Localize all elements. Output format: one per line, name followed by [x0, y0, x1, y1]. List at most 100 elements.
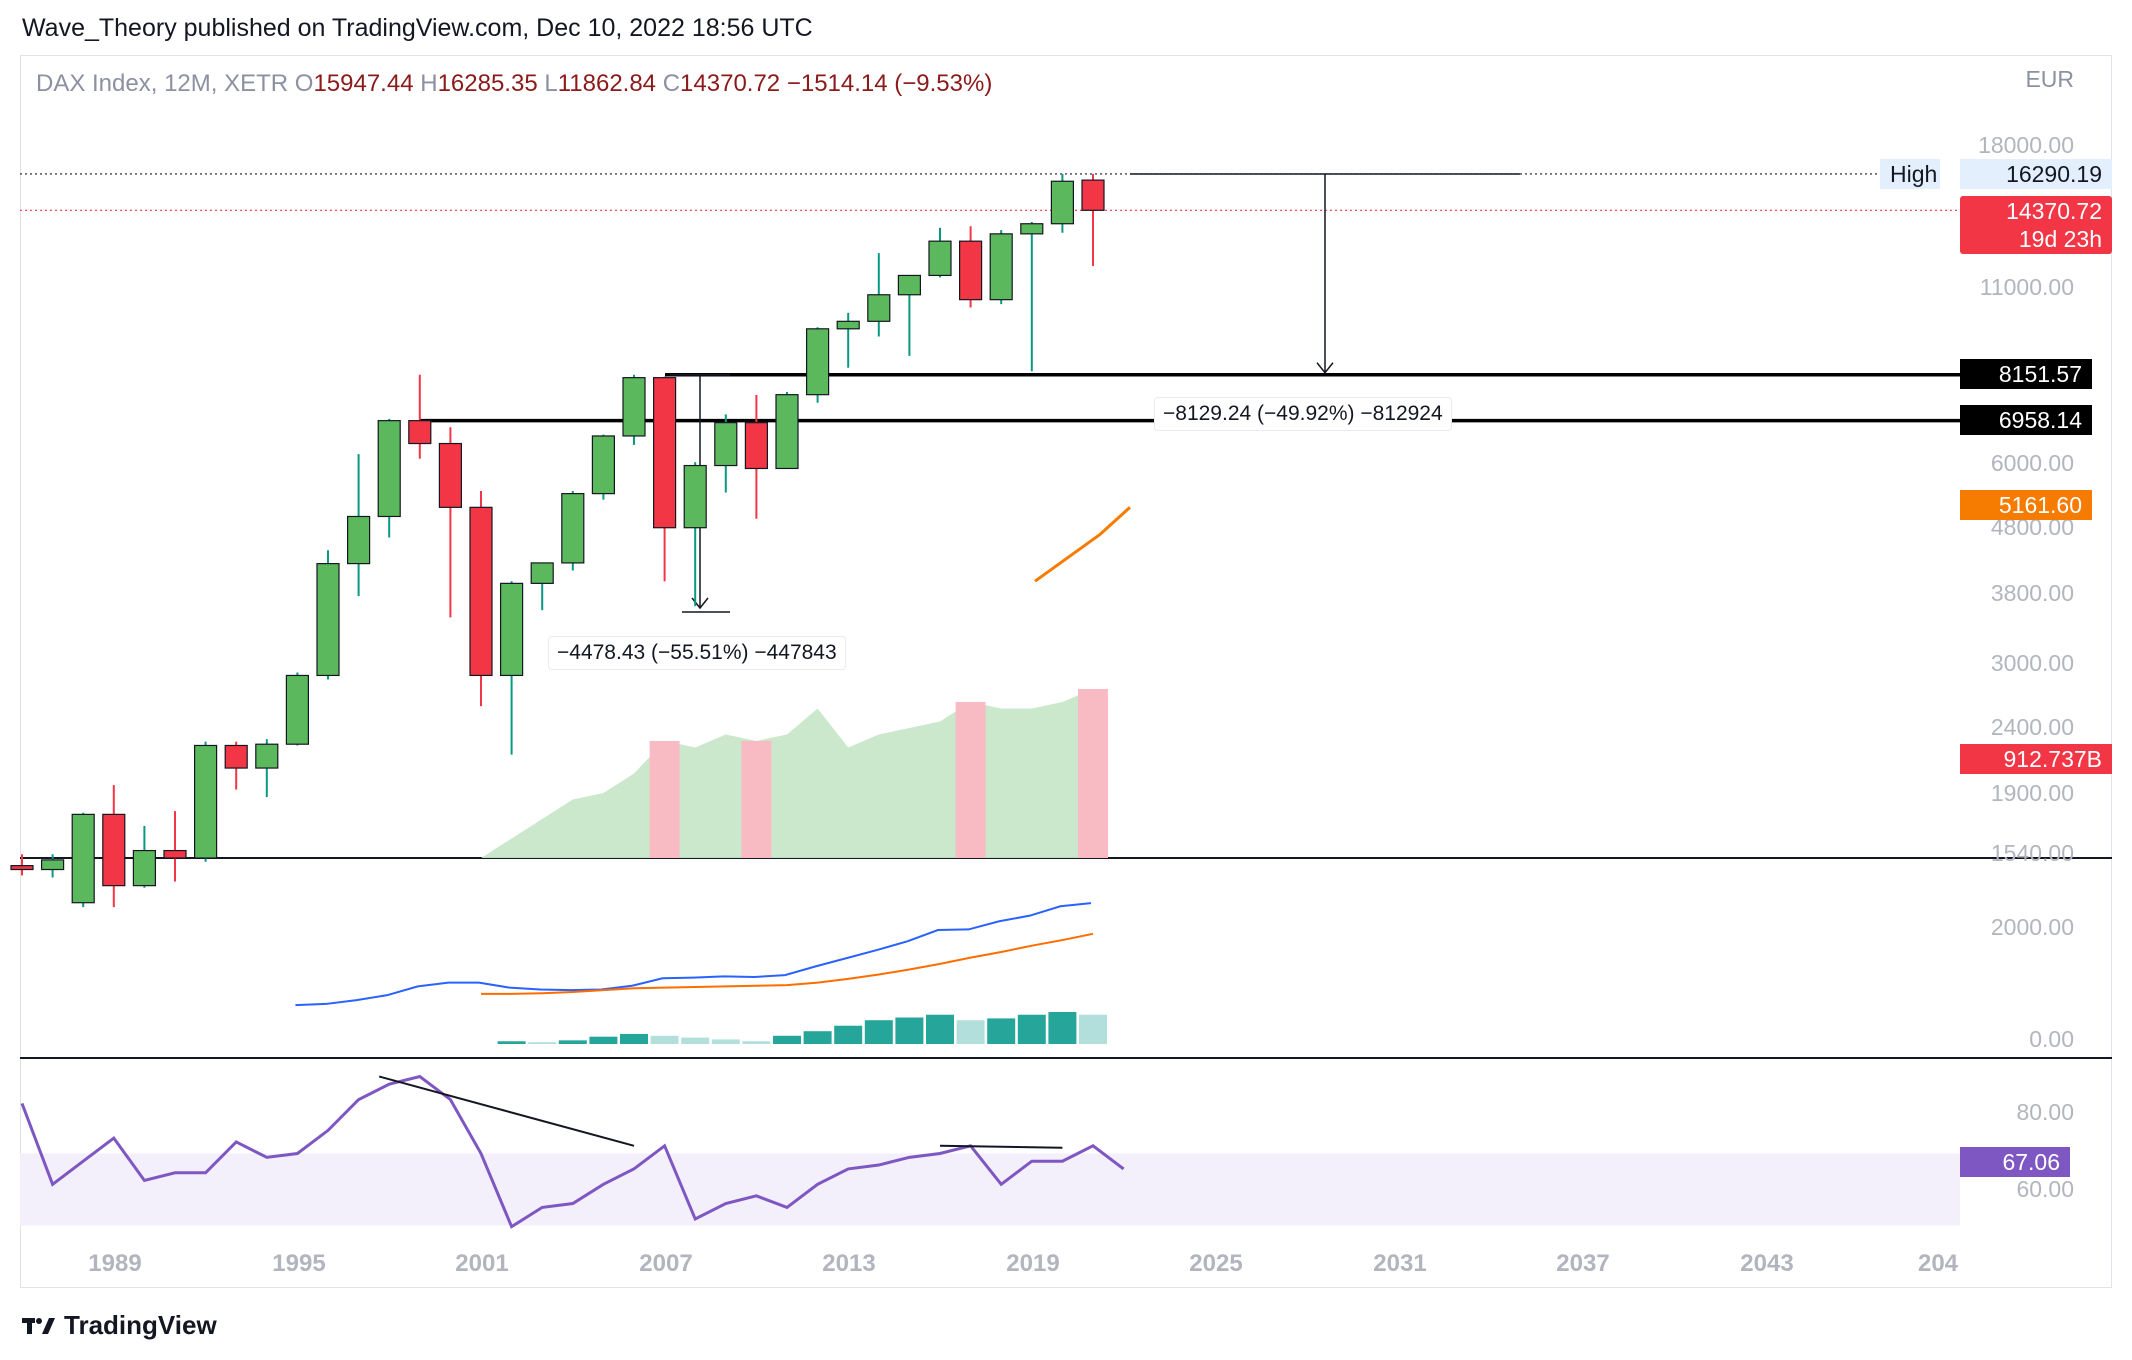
price-tick: 2400.00	[1990, 714, 2074, 740]
volume-bar-down	[649, 741, 680, 858]
brand-name: TradingView	[64, 1310, 217, 1340]
candle-body	[989, 233, 1013, 301]
macd-line	[295, 902, 1092, 1007]
chart-canvas[interactable]	[0, 0, 2132, 1300]
macd-histogram-bar	[926, 1014, 954, 1044]
candle-body	[408, 420, 432, 445]
candle-body	[1050, 180, 1075, 225]
price-tick: 1540.00	[1990, 840, 2074, 866]
candle-body	[1081, 179, 1105, 211]
level-tag-8151: 8151.57	[1960, 359, 2092, 389]
macd-tick: 0.00	[2029, 1026, 2074, 1052]
candle-body	[530, 562, 554, 584]
candle-body	[744, 422, 769, 470]
candle-body	[714, 422, 738, 467]
candle-body	[775, 394, 799, 470]
drawdown-2022-label: −8129.24 (−49.92%) −812924	[1154, 397, 1452, 431]
close-value: 14370.72	[680, 70, 781, 97]
rsi-band	[20, 1153, 1960, 1226]
signal-line	[481, 932, 1094, 995]
low-value: 11862.84	[557, 70, 657, 97]
macd-histogram-bar	[864, 1020, 893, 1044]
macd-tick: 2000.00	[1990, 914, 2074, 940]
x-tick: 2007	[639, 1250, 693, 1277]
candle-body	[622, 377, 646, 437]
moving-average-line	[1034, 506, 1132, 583]
x-tick: 2013	[822, 1250, 876, 1277]
rsi-tick: 60.00	[2016, 1176, 2074, 1202]
x-tick: 2037	[1556, 1250, 1610, 1277]
macd-histogram-bar	[589, 1036, 618, 1044]
macd-histogram-bar	[528, 1042, 557, 1044]
ma-tag: 5161.60	[1960, 490, 2092, 520]
volume-bar-down	[741, 741, 772, 858]
price-tick: 6000.00	[1990, 450, 2074, 476]
price-tick: 3800.00	[1990, 580, 2074, 606]
last-price-tag: 14370.72	[1960, 196, 2112, 226]
price-tick: 3000.00	[1990, 650, 2074, 676]
high-tag-label: High	[1880, 159, 1940, 189]
candle-body	[591, 435, 616, 495]
candle-body	[469, 506, 493, 677]
macd-histogram-bar	[987, 1018, 1016, 1044]
macd-histogram-bar	[834, 1025, 863, 1044]
macd-histogram-bar	[742, 1041, 771, 1044]
price-tick: 18000.00	[1978, 132, 2074, 158]
volume-area	[22, 689, 1093, 858]
candle-body	[40, 859, 65, 871]
tradingview-logo-icon	[22, 1317, 55, 1334]
macd-histogram-bar	[650, 1035, 679, 1044]
drawdown-2007-label: −4478.43 (−55.51%) −447843	[548, 636, 846, 670]
rsi-divergence-line	[939, 1144, 1063, 1149]
high-tag-value: 16290.19	[1960, 159, 2112, 189]
candle-body	[958, 240, 983, 301]
countdown-tag: 19d 23h	[1960, 224, 2112, 254]
level-tag-6958: 6958.14	[1960, 405, 2092, 435]
candle-body	[316, 563, 340, 677]
macd-histogram-bar	[803, 1031, 832, 1044]
x-tick: 1995	[272, 1250, 326, 1277]
open-value: 15947.44	[313, 70, 414, 97]
open-label: O	[294, 70, 314, 97]
volume-bar-down	[955, 702, 986, 858]
candle-body	[438, 442, 462, 508]
tradingview-brand[interactable]: TradingView	[22, 1310, 217, 1341]
macd-histogram-bar	[1048, 1012, 1077, 1044]
candle-body	[132, 849, 156, 887]
macd-histogram-bar	[497, 1041, 526, 1044]
macd-histogram-bar	[1017, 1014, 1046, 1044]
candle-body	[867, 294, 891, 322]
candle-body	[500, 582, 524, 677]
candle-body	[224, 744, 248, 769]
candle-body	[102, 813, 126, 887]
candle-body	[347, 515, 371, 565]
x-tick: 2001	[455, 1250, 509, 1277]
rsi-tick: 80.00	[2016, 1099, 2074, 1125]
macd-histogram-bar	[1079, 1014, 1107, 1044]
candle-body	[652, 377, 677, 529]
candle-body	[561, 493, 585, 564]
candle-body	[897, 274, 922, 296]
candle-body	[255, 743, 279, 769]
x-tick: 2025	[1189, 1250, 1243, 1277]
candle-body	[836, 320, 860, 330]
volume-bar-down	[1078, 689, 1108, 858]
rsi-line	[20, 1074, 1125, 1229]
drawdown-2022-arrowhead	[1316, 362, 1334, 374]
price-tick: 1900.00	[1990, 780, 2074, 806]
macd-histogram-bar	[711, 1039, 740, 1044]
macd-histogram-bar	[681, 1037, 710, 1044]
macd-histogram-bar	[773, 1035, 801, 1044]
price-tick: 11000.00	[1979, 274, 2074, 300]
candle-body	[285, 674, 309, 745]
macd-histogram-bar	[558, 1040, 587, 1044]
candle-body	[194, 744, 218, 859]
candle-body	[805, 328, 830, 396]
x-tick: 2031	[1373, 1250, 1427, 1277]
currency-label: EUR	[2025, 66, 2074, 92]
publisher-line: Wave_Theory published on TradingView.com…	[22, 14, 813, 42]
rsi-tag: 67.06	[1960, 1147, 2070, 1177]
candle-body	[163, 849, 187, 859]
rsi-divergence-line	[378, 1075, 635, 1147]
candle-body	[377, 420, 401, 518]
